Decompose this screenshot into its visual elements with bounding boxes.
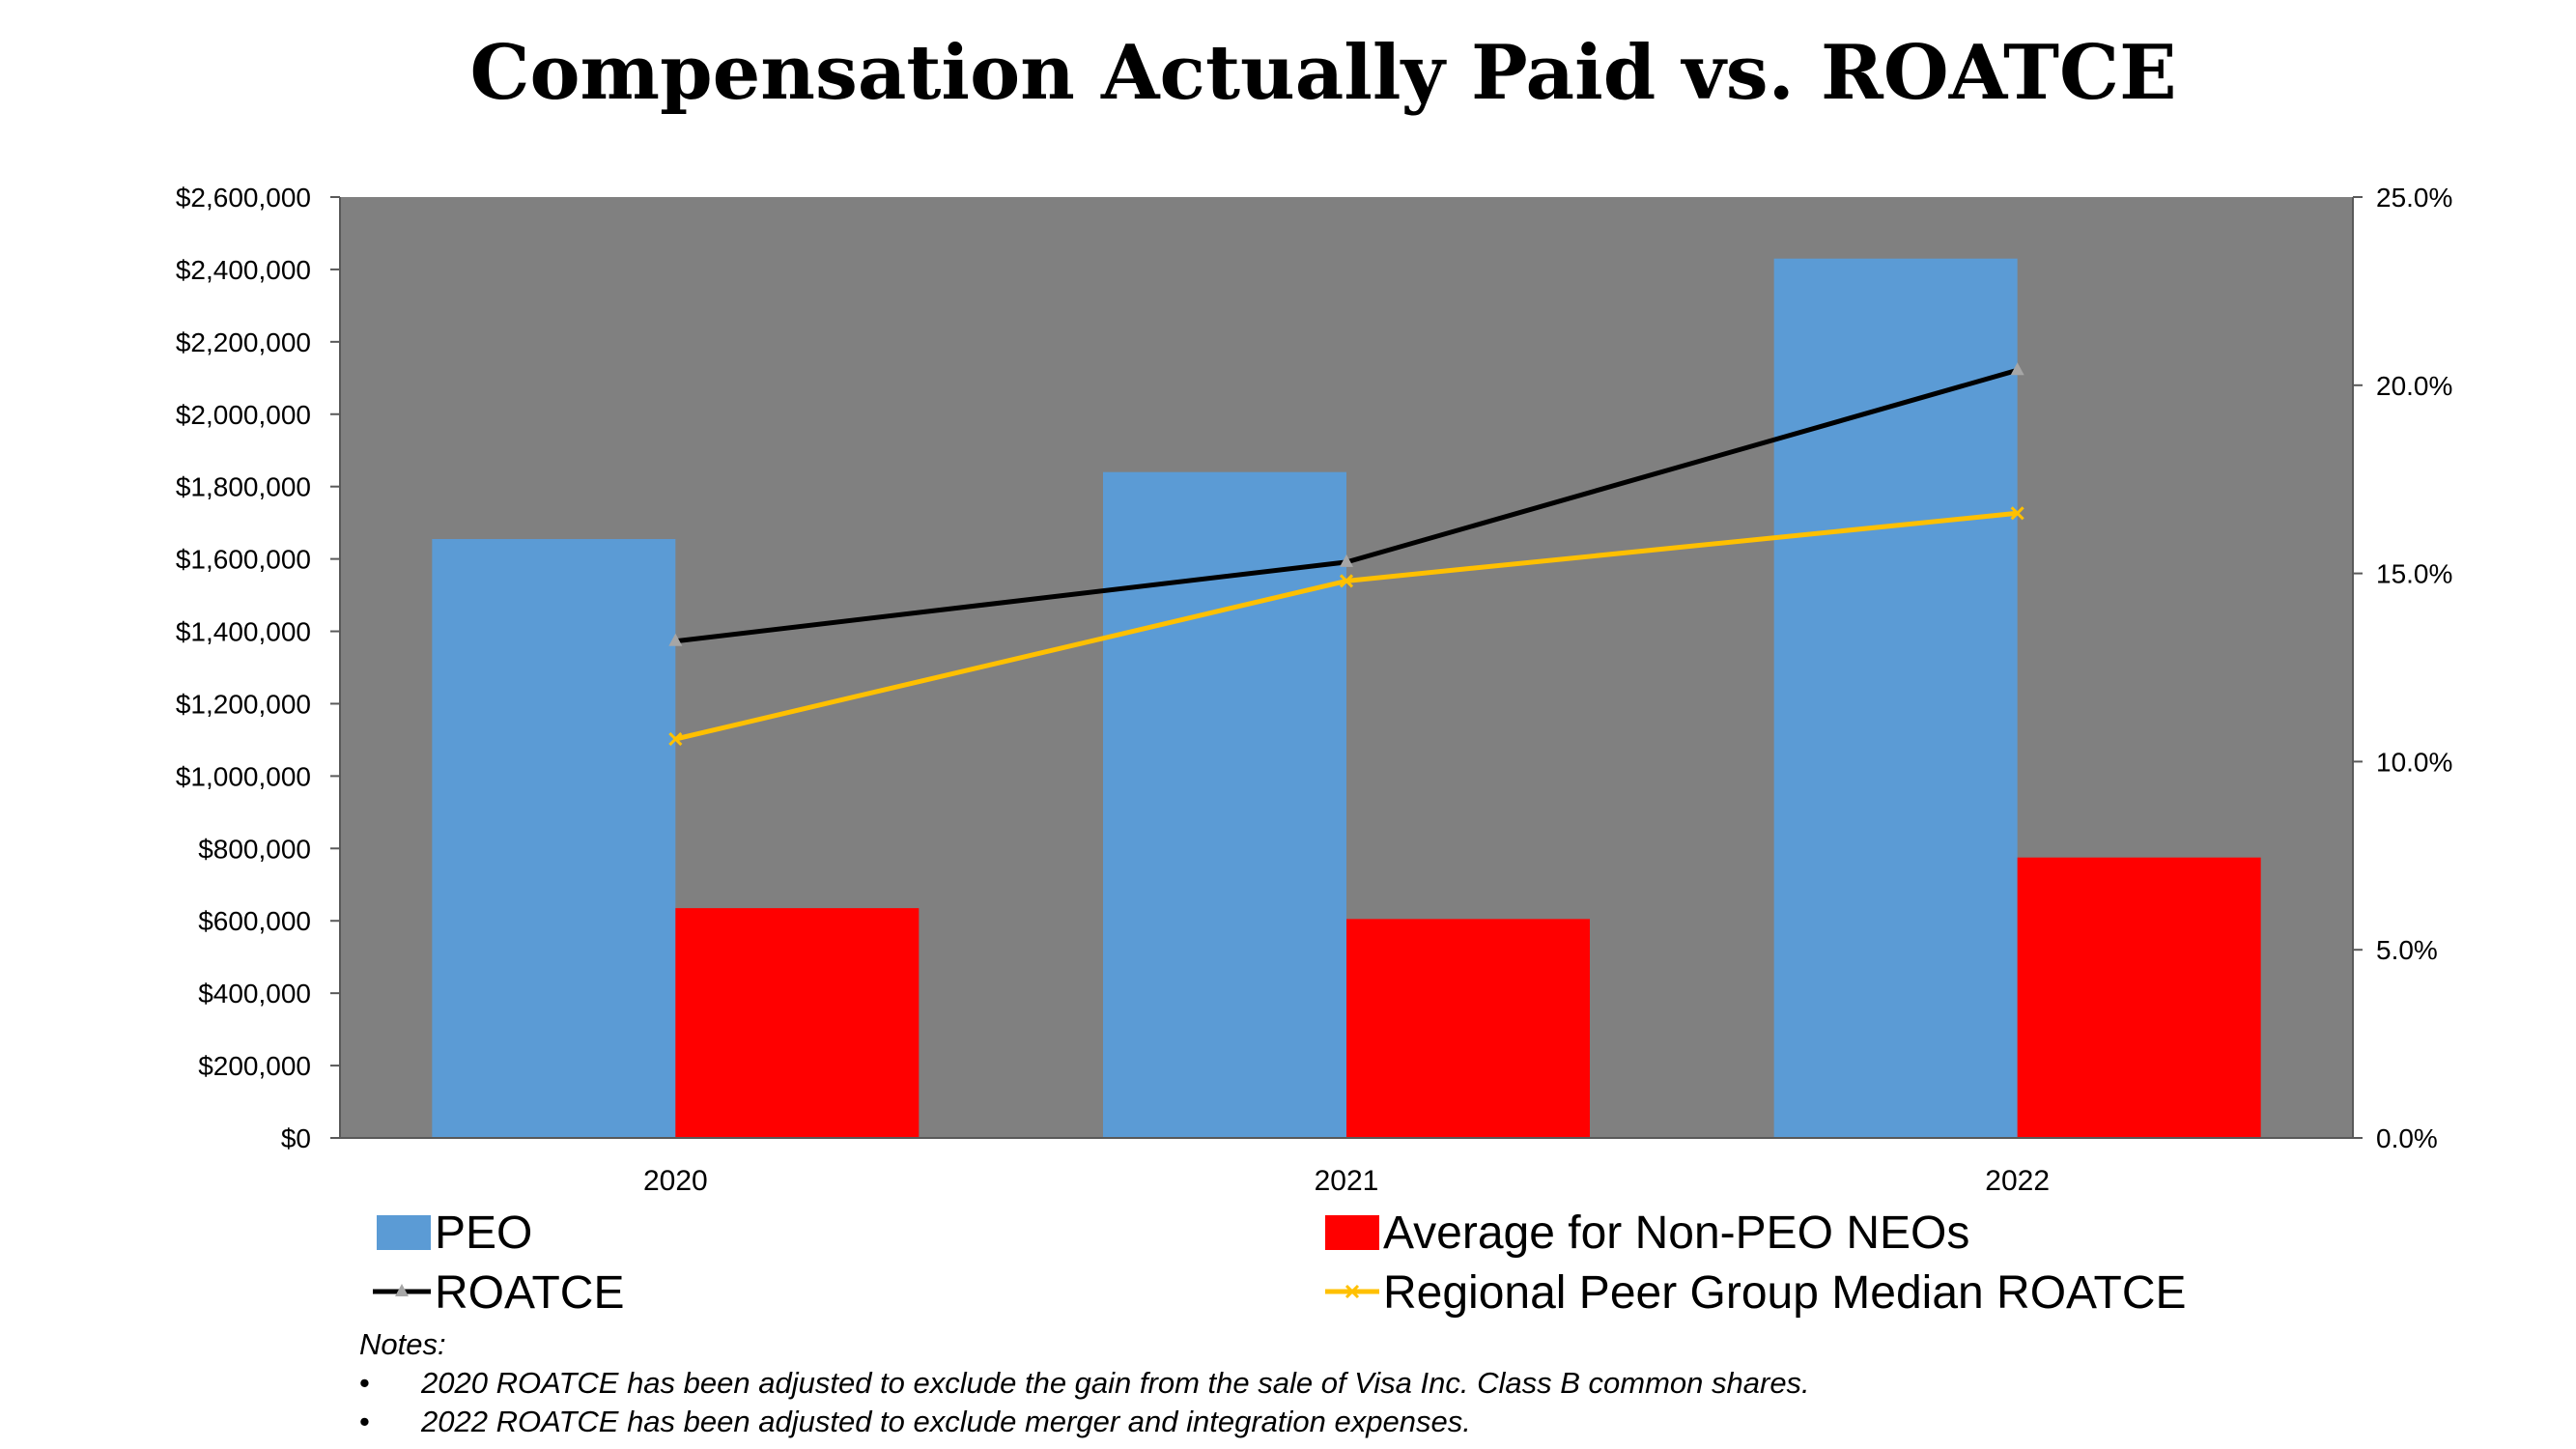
bar-average-for-non-peo-neos-2020	[675, 908, 920, 1138]
point-regional-peer-group-median-roatce-2022	[2010, 506, 2024, 521]
point-regional-peer-group-median-roatce-2020	[668, 731, 683, 747]
bar-peo-2021	[1103, 471, 1346, 1138]
right-tick-label: 0.0%	[2376, 1123, 2438, 1153]
note-item: • 2022 ROATCE has been adjusted to exclu…	[359, 1403, 1810, 1441]
bar-peo-2022	[1773, 258, 2018, 1139]
legend-label-peer: Regional Peer Group Median ROATCE	[1383, 1267, 2187, 1319]
left-tick-label: $1,200,000	[176, 689, 311, 719]
legend-swatch-peo	[377, 1215, 431, 1250]
right-tick-label: 10.0%	[2376, 747, 2452, 777]
legend: PEO Average for Non-PEO NEOs ROATCE Regi…	[373, 1208, 2187, 1319]
note-bullet: •	[359, 1366, 370, 1400]
legend-marker-roatce	[395, 1284, 409, 1296]
left-tick-label: $2,000,000	[176, 400, 311, 430]
left-tick-label: $2,200,000	[176, 327, 311, 357]
notes: Notes: • 2020 ROATCE has been adjusted t…	[359, 1325, 1810, 1441]
category-label: 2021	[1315, 1165, 1379, 1197]
category-label: 2022	[1985, 1165, 2050, 1197]
point-roatce-2020	[668, 633, 683, 646]
legend-label-non-peo: Average for Non-PEO NEOs	[1383, 1208, 1969, 1259]
left-tick-label: $200,000	[198, 1051, 311, 1081]
bar-peo-2020	[432, 539, 676, 1138]
note-bullet: •	[359, 1405, 370, 1438]
left-tick-label: $1,000,000	[176, 761, 311, 791]
note-item: • 2020 ROATCE has been adjusted to exclu…	[359, 1364, 1810, 1403]
point-roatce-2021	[1340, 554, 1353, 567]
notes-heading: Notes:	[359, 1327, 446, 1361]
bar-average-for-non-peo-neos-2021	[1346, 919, 1590, 1138]
chart-title: Compensation Actually Paid vs. ROATCE	[469, 29, 2177, 117]
left-tick-label: $1,400,000	[176, 617, 311, 647]
legend-label-peo: PEO	[435, 1208, 532, 1259]
note-text: 2020 ROATCE has been adjusted to exclude…	[421, 1366, 1810, 1400]
left-tick-label: $400,000	[198, 979, 311, 1009]
left-tick-label: $2,400,000	[176, 255, 311, 285]
category-label: 2020	[643, 1165, 708, 1197]
bar-average-for-non-peo-neos-2022	[2017, 857, 2261, 1138]
right-tick-label: 5.0%	[2376, 935, 2438, 965]
legend-label-roatce: ROATCE	[435, 1267, 624, 1319]
left-tick-label: $600,000	[198, 906, 311, 936]
right-tick-label: 20.0%	[2376, 371, 2452, 401]
left-tick-label: $2,600,000	[176, 183, 311, 213]
left-tick-label: $800,000	[198, 834, 311, 864]
left-tick-label: $0	[281, 1123, 311, 1153]
point-regional-peer-group-median-roatce-2021	[1339, 574, 1354, 588]
left-tick-label: $1,600,000	[176, 545, 311, 575]
point-roatce-2022	[2010, 362, 2024, 376]
note-text: 2022 ROATCE has been adjusted to exclude…	[421, 1405, 1471, 1438]
left-tick-label: $1,800,000	[176, 472, 311, 502]
legend-swatch-non-peo	[1325, 1215, 1379, 1250]
right-tick-label: 15.0%	[2376, 559, 2452, 589]
legend-marker-peer	[1345, 1284, 1360, 1299]
right-tick-label: 25.0%	[2376, 183, 2452, 213]
